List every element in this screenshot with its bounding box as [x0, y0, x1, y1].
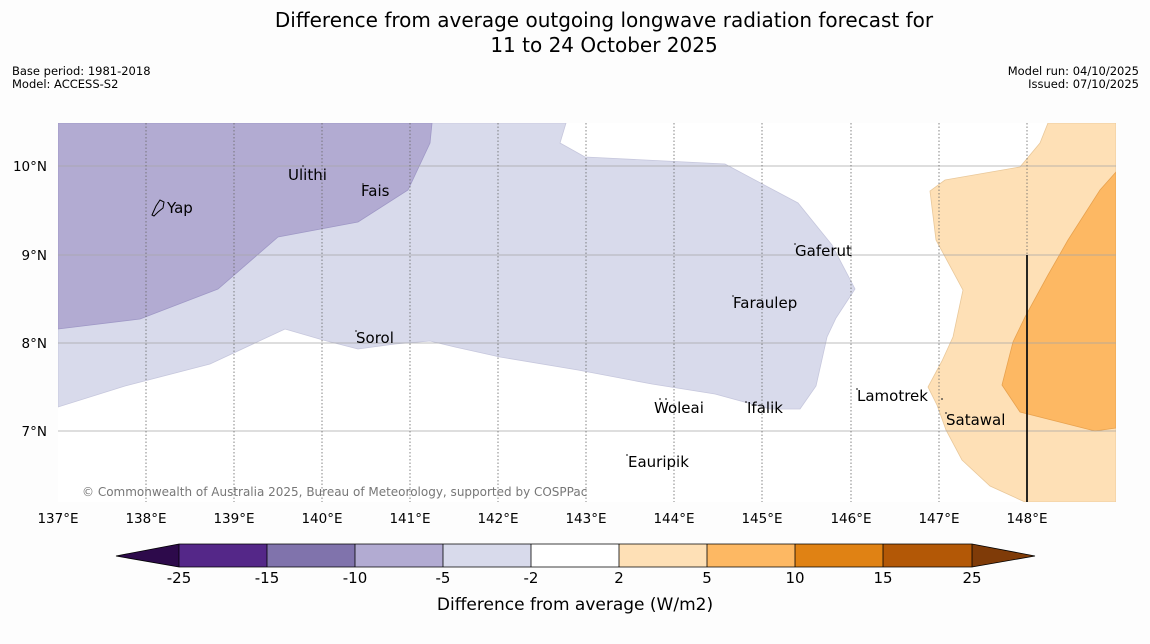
atoll-markers [302, 165, 947, 456]
label-sorol: Sorol [356, 329, 394, 347]
colorbar-label: 10 [785, 569, 804, 587]
colorbar-segment [355, 544, 443, 567]
atoll-dot [856, 388, 858, 390]
colorbar-segment [531, 544, 619, 567]
colorbar-label: 15 [873, 569, 892, 587]
meta-right: Model run: 04/10/2025 Issued: 07/10/2025 [1008, 65, 1139, 91]
colorbar-extend-high [972, 544, 1035, 567]
label-gaferut: Gaferut [795, 242, 852, 260]
lat-label: 7°N [22, 424, 47, 440]
atoll-dot [302, 165, 304, 167]
colorbar-segment [443, 544, 531, 567]
colorbar-label: -10 [343, 569, 368, 587]
label-satawal: Satawal [946, 411, 1005, 429]
meta-left: Base period: 1981-2018 Model: ACCESS-S2 [12, 65, 151, 91]
lon-label: 141°E [389, 511, 430, 527]
lon-axis: 137°E 138°E 139°E 140°E 141°E 142°E 143°… [37, 511, 1047, 527]
label-yap: Yap [166, 199, 193, 217]
lon-label: 139°E [213, 511, 254, 527]
lon-label: 144°E [653, 511, 694, 527]
colorbar-segment [883, 544, 972, 567]
model-name: Model: ACCESS-S2 [12, 77, 119, 91]
atoll-dot [745, 401, 747, 403]
label-ifalik: Ifalik [747, 399, 783, 417]
label-faraulep: Faraulep [733, 294, 797, 312]
lon-label: 138°E [125, 511, 166, 527]
lon-label: 147°E [918, 511, 959, 527]
colorbar-label: -5 [436, 569, 451, 587]
lon-label: 148°E [1006, 511, 1047, 527]
copyright-notice: © Commonwealth of Australia 2025, Bureau… [82, 485, 587, 499]
colorbar-segment [179, 544, 267, 567]
issued-date: Issued: 07/10/2025 [1028, 77, 1139, 91]
atoll-dot [626, 454, 628, 456]
colorbar-title: Difference from average (W/m2) [437, 595, 713, 615]
atoll-dot [941, 398, 943, 400]
colorbar-label: -25 [167, 569, 192, 587]
lat-label: 8°N [22, 336, 47, 352]
model-run: Model run: 04/10/2025 [1007, 64, 1139, 78]
atoll-dot [355, 330, 357, 332]
yap-island-shape [151, 199, 165, 217]
colorbar-extend-low [116, 544, 179, 567]
colorbar-label: -15 [255, 569, 280, 587]
colorbar-label: 5 [702, 569, 712, 587]
lon-label: 140°E [301, 511, 342, 527]
colorbar-segment [267, 544, 355, 567]
lat-axis: 10°N 9°N 8°N 7°N [13, 159, 47, 440]
label-ulithi: Ulithi [288, 166, 327, 184]
title-line-2: 11 to 24 October 2025 [490, 33, 718, 57]
colorbar-label: 2 [614, 569, 624, 587]
label-woleai: Woleai [654, 399, 704, 417]
map-area: Yap Ulithi Fais Gaferut Faraulep Sorol L… [58, 123, 1116, 502]
lon-grid [145, 123, 1028, 502]
lat-label: 10°N [13, 159, 47, 175]
lon-label: 146°E [830, 511, 871, 527]
lon-label: 142°E [477, 511, 518, 527]
atoll-dot [659, 398, 661, 400]
atoll-dot [665, 398, 667, 400]
lon-label: 143°E [565, 511, 606, 527]
colorbar-segment [707, 544, 795, 567]
colorbar-segment [619, 544, 707, 567]
atoll-dot [732, 295, 734, 297]
lon-label: 137°E [37, 511, 78, 527]
base-period: Base period: 1981-2018 [12, 64, 151, 78]
atoll-dot [945, 412, 947, 414]
colorbar-label: -2 [524, 569, 539, 587]
lon-label: 145°E [741, 511, 782, 527]
chart-title: Difference from average outgoing longwav… [0, 8, 1150, 58]
lat-label: 9°N [22, 248, 47, 264]
colorbar: -25 -15 -10 -5 -2 2 5 10 15 25 Differenc… [115, 543, 1036, 615]
atoll-dot [362, 183, 364, 185]
colorbar-dividers [178, 544, 973, 567]
label-lamotrek: Lamotrek [857, 387, 928, 405]
label-fais: Fais [361, 182, 390, 200]
region-medium-orange [1001, 171, 1116, 432]
label-eauripik: Eauripik [628, 453, 689, 471]
colorbar-segment [795, 544, 883, 567]
atoll-dot [794, 243, 796, 245]
colorbar-label: 25 [962, 569, 981, 587]
title-line-1: Difference from average outgoing longwav… [274, 8, 934, 32]
region-medium-purple [58, 123, 433, 330]
